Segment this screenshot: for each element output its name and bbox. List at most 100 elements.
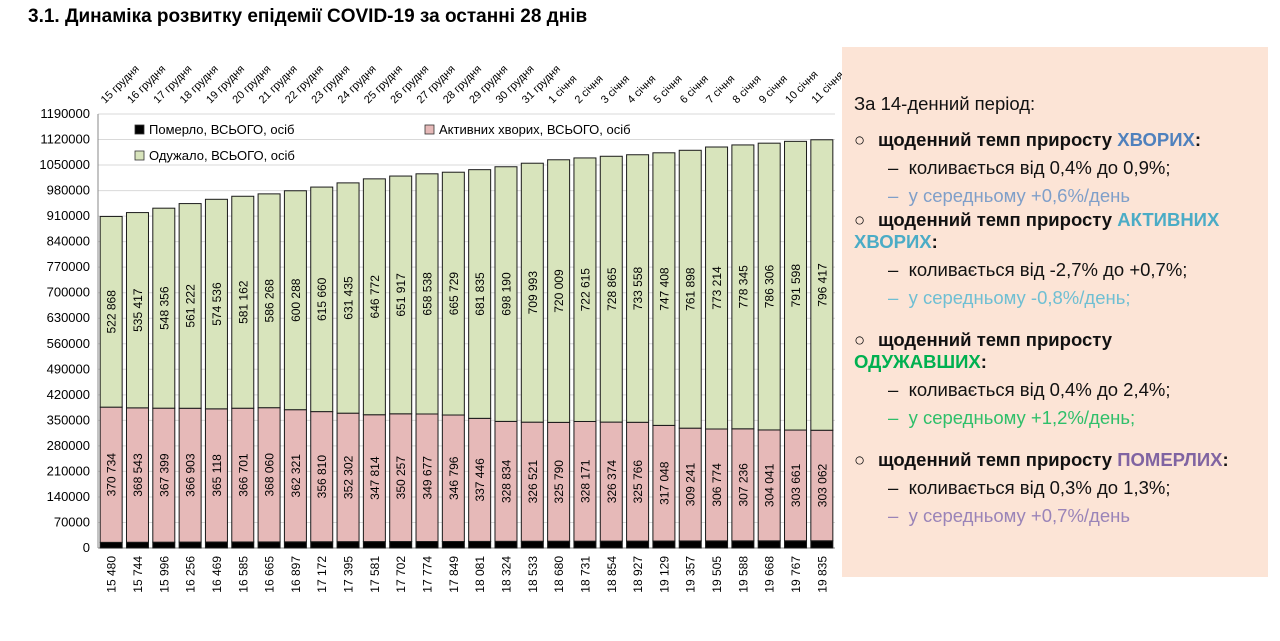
data-label-recovered: 658 538 xyxy=(421,272,435,316)
bar-segment-recovered xyxy=(415,173,439,415)
data-label-recovered: 681 835 xyxy=(473,272,487,316)
data-label-recovered: 773 214 xyxy=(710,266,724,310)
bar-segment-deaths xyxy=(494,540,518,549)
bar-segment-recovered xyxy=(652,152,676,426)
data-label-active: 352 302 xyxy=(342,455,356,499)
bar-segment-deaths xyxy=(415,541,439,549)
bar-segment-deaths xyxy=(99,541,123,549)
data-label-deaths: 17 702 xyxy=(394,556,408,593)
bar-segment-recovered xyxy=(573,157,597,422)
bullet-icon: ○ xyxy=(854,129,866,150)
bar-segment-deaths xyxy=(599,540,623,549)
legend-label: Померло, ВСЬОГО, осіб xyxy=(149,122,294,137)
data-label-deaths: 15 996 xyxy=(157,556,171,593)
data-label-deaths: 19 505 xyxy=(710,556,724,593)
data-label-active: 325 790 xyxy=(552,460,566,504)
bar-segment-deaths xyxy=(178,541,202,549)
y-tick-label: 490000 xyxy=(47,361,90,376)
dash: – xyxy=(888,379,899,400)
data-label-active: 368 060 xyxy=(263,453,277,497)
data-label-recovered: 615 660 xyxy=(315,277,329,321)
data-label-active: 325 766 xyxy=(631,460,645,504)
bar-segment-recovered xyxy=(336,182,360,414)
data-label-active: 366 701 xyxy=(236,453,250,497)
bar-segment-deaths xyxy=(652,540,676,549)
bar-segment-recovered xyxy=(178,203,202,409)
data-label-recovered: 665 729 xyxy=(447,272,461,316)
y-tick-label: 420000 xyxy=(47,387,90,402)
data-label-recovered: 720 009 xyxy=(552,269,566,313)
bar-segment-deaths xyxy=(152,541,176,549)
range-text: коливається від 0,4% до 2,4%; xyxy=(908,379,1171,400)
average-text: у середньому +0,7%/день xyxy=(908,505,1130,526)
y-tick-label: 70000 xyxy=(54,514,90,529)
section-suffix: : xyxy=(980,351,987,372)
bar-segment-recovered xyxy=(310,186,334,413)
data-label-active: 366 903 xyxy=(184,453,198,497)
bar-segment-deaths xyxy=(784,540,808,549)
data-label-active: 350 257 xyxy=(394,456,408,500)
data-label-active: 304 041 xyxy=(763,463,777,507)
y-tick-label: 0 xyxy=(83,540,90,555)
dash: – xyxy=(888,185,899,206)
data-label-deaths: 19 588 xyxy=(736,556,750,593)
dash: – xyxy=(888,477,899,498)
data-label-recovered: 522 868 xyxy=(105,290,119,334)
y-tick-label: 700000 xyxy=(47,285,90,300)
bar-segment-deaths xyxy=(362,541,386,549)
bar-segment-recovered xyxy=(810,139,834,431)
data-label-active: 349 677 xyxy=(421,456,435,500)
legend-label: Активних хворих, ВСЬОГО, осіб xyxy=(439,122,631,137)
data-label-deaths: 18 854 xyxy=(605,556,619,593)
summary-panel: За 14-денний період: ○ щоденний темп прир… xyxy=(842,47,1268,577)
data-label-deaths: 19 357 xyxy=(684,556,698,593)
dash: – xyxy=(888,259,899,280)
bar-segment-recovered xyxy=(468,169,492,419)
x-tick-label: 7 січня xyxy=(704,73,737,106)
bar-segment-recovered xyxy=(204,198,228,410)
bar-segment-recovered xyxy=(626,154,650,423)
section-active: ○ щоденний темп приросту АКТИВНИХ ХВОРИХ:… xyxy=(854,209,1259,309)
bar-segment-deaths xyxy=(283,541,307,549)
data-label-recovered: 778 345 xyxy=(736,265,750,309)
y-tick-label: 1050000 xyxy=(39,157,90,172)
bar-segment-deaths xyxy=(573,540,597,549)
y-tick-label: 210000 xyxy=(47,463,90,478)
dash: – xyxy=(888,407,899,428)
x-tick-label: 9 січня xyxy=(757,73,790,106)
panel-heading: За 14-денний період: xyxy=(854,93,1036,114)
data-label-recovered: 631 435 xyxy=(342,276,356,320)
data-label-deaths: 17 849 xyxy=(447,556,461,593)
data-label-active: 328 834 xyxy=(499,459,513,503)
section-label: щоденний темп приросту xyxy=(878,329,1113,350)
data-label-deaths: 19 767 xyxy=(789,556,803,593)
section-label: щоденний темп приросту xyxy=(878,209,1118,230)
data-label-active: 326 521 xyxy=(526,460,540,504)
section-suffix: : xyxy=(931,231,938,252)
bar-segment-deaths xyxy=(626,540,650,549)
bar-segment-recovered xyxy=(678,149,702,429)
data-label-recovered: 791 598 xyxy=(789,264,803,308)
data-label-active: 326 374 xyxy=(605,460,619,504)
data-label-active: 307 236 xyxy=(736,463,750,507)
legend-swatch xyxy=(134,150,145,161)
section-highlight: ХВОРИХ xyxy=(1117,129,1195,150)
data-label-recovered: 581 162 xyxy=(236,280,250,324)
data-label-active: 347 814 xyxy=(368,456,382,500)
section-deaths: ○ щоденний темп приросту ПОМЕРЛИХ: – коли… xyxy=(854,449,1229,527)
bar-segment-deaths xyxy=(336,541,360,549)
data-label-recovered: 586 268 xyxy=(263,279,277,323)
data-label-recovered: 733 558 xyxy=(631,267,645,311)
data-label-recovered: 786 306 xyxy=(763,265,777,309)
y-tick-label: 840000 xyxy=(47,234,90,249)
y-tick-label: 1120000 xyxy=(40,132,90,147)
data-label-active: 337 446 xyxy=(473,458,487,502)
y-tick-label: 630000 xyxy=(47,310,90,325)
data-label-deaths: 15 744 xyxy=(131,556,145,593)
data-label-recovered: 722 615 xyxy=(578,268,592,312)
legend-swatch xyxy=(134,124,145,135)
bar-segment-recovered xyxy=(389,175,413,415)
dash: – xyxy=(888,157,899,178)
data-label-deaths: 17 774 xyxy=(421,556,435,593)
bar-segment-deaths xyxy=(441,540,465,549)
